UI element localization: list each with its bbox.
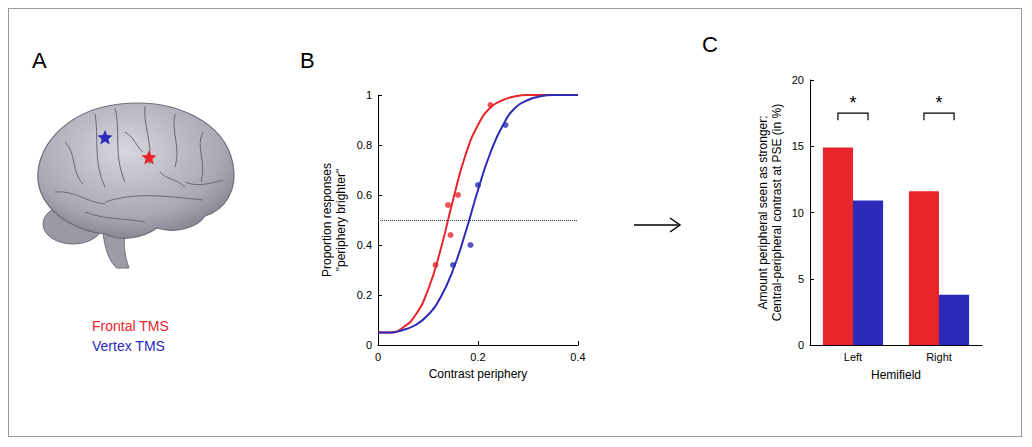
svg-text:*: * <box>849 93 856 113</box>
svg-text:*: * <box>935 93 942 113</box>
svg-text:0: 0 <box>375 351 381 363</box>
html-text:C: C <box>702 32 718 57</box>
svg-text:5: 5 <box>798 273 804 285</box>
svg-text:0.6: 0.6 <box>357 189 372 201</box>
svg-text:0: 0 <box>366 339 372 351</box>
svg-text:0.4: 0.4 <box>570 351 585 363</box>
svg-text:1: 1 <box>366 89 372 101</box>
svg-text:20: 20 <box>792 74 804 86</box>
svg-text:Contrast periphery: Contrast periphery <box>429 367 528 381</box>
svg-text:0.2: 0.2 <box>357 289 372 301</box>
html-text:Vertex TMS: Vertex TMS <box>92 338 165 354</box>
svg-text:Proportion responses: Proportion responses <box>320 163 334 277</box>
svg-text:Amount peripheral seen as stro: Amount peripheral seen as stronger: <box>756 115 770 309</box>
svg-text:Left: Left <box>844 351 862 363</box>
svg-text:Hemifield: Hemifield <box>871 368 921 382</box>
svg-text:Right: Right <box>926 351 952 363</box>
svg-text:15: 15 <box>792 140 804 152</box>
html-text:B: B <box>300 48 315 73</box>
svg-text:Central-peripheral contrast at: Central-peripheral contrast at PSE (in %… <box>770 104 784 321</box>
html-text:A: A <box>32 48 47 73</box>
svg-text:10: 10 <box>792 207 804 219</box>
svg-text:0: 0 <box>798 339 804 351</box>
svg-text:0.2: 0.2 <box>470 351 485 363</box>
svg-text:0.8: 0.8 <box>357 139 372 151</box>
svg-text:0.4: 0.4 <box>357 239 372 251</box>
html-text:Frontal TMS: Frontal TMS <box>92 318 169 334</box>
svg-text:"periphery brighter": "periphery brighter" <box>334 169 348 272</box>
